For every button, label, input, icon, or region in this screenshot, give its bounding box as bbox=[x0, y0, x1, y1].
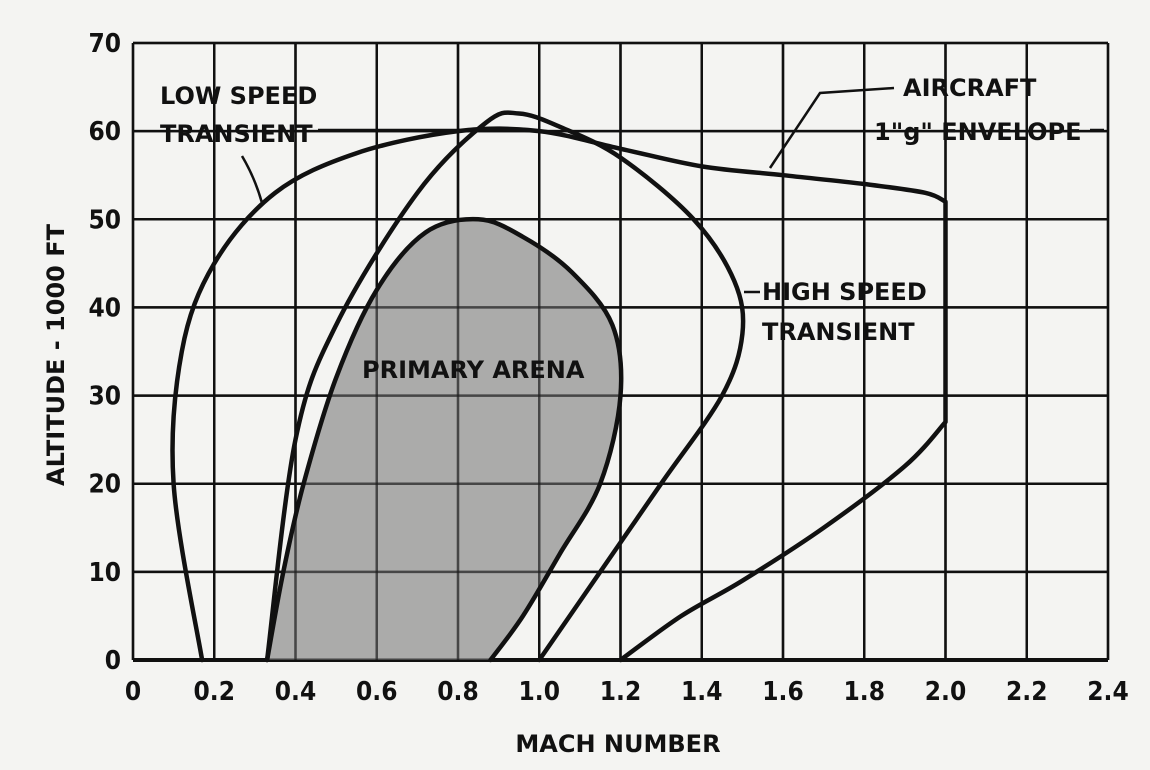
x-tick-label: 1.4 bbox=[681, 677, 722, 707]
annotation-low-speed-line2: TRANSIENT bbox=[160, 120, 313, 148]
annotation-high-speed-line1: HIGH SPEED bbox=[762, 278, 927, 306]
x-tick-label: 0 bbox=[125, 677, 141, 707]
y-tick-label: 30 bbox=[88, 382, 121, 412]
x-tick-label: 1.6 bbox=[762, 677, 803, 707]
y-tick-label: 60 bbox=[88, 117, 121, 147]
y-tick-label: 20 bbox=[88, 470, 121, 500]
y-tick-label: 40 bbox=[88, 293, 121, 323]
series-aircraft-envelope bbox=[170, 126, 948, 663]
annotation-low-speed-arrow bbox=[240, 155, 264, 204]
annotation-aircraft-line1: AIRCRAFT bbox=[903, 74, 1037, 102]
y-tick-label: 10 bbox=[88, 558, 121, 588]
annotation-low-speed-line1: LOW SPEED bbox=[160, 82, 317, 110]
series-primary-arena-outline bbox=[264, 216, 624, 663]
annotation-aircraft-line2: 1"g" ENVELOPE bbox=[874, 118, 1082, 146]
x-tick-label: 1.8 bbox=[844, 677, 885, 707]
tick-labels: 0 0.2 0.4 0.6 0.8 1.0 1.2 1.4 1.6 1.8 2.0 2.2 2.4 0 10… bbox=[88, 29, 1128, 707]
x-tick-label: 2.2 bbox=[1006, 677, 1047, 707]
annotation-aircraft: AIRCRAFT 1"g" ENVELOPE bbox=[768, 74, 1104, 169]
x-tick-label: 1.0 bbox=[519, 677, 560, 707]
series-high-speed-transient bbox=[264, 110, 746, 663]
annotation-primary-arena: PRIMARY ARENA bbox=[362, 356, 585, 384]
annotation-aircraft-leader bbox=[768, 86, 895, 169]
x-tick-label: 2.0 bbox=[925, 677, 966, 707]
series-primary-arena-fill bbox=[267, 219, 622, 661]
x-tick-label: 0.8 bbox=[437, 677, 478, 707]
y-tick-label: 0 bbox=[105, 646, 121, 676]
x-axis-label: MACH NUMBER bbox=[515, 730, 720, 758]
y-axis-label: ALTITUDE - 1000 FT bbox=[42, 223, 70, 486]
annotation-low-speed: LOW SPEED TRANSIENT bbox=[160, 82, 460, 204]
annotation-high-speed: HIGH SPEED TRANSIENT bbox=[744, 278, 927, 346]
x-tick-label: 0.2 bbox=[194, 677, 235, 707]
x-tick-label: 1.2 bbox=[600, 677, 641, 707]
y-tick-label: 70 bbox=[88, 29, 121, 59]
x-tick-label: 2.4 bbox=[1087, 677, 1128, 707]
annotation-high-speed-line2: TRANSIENT bbox=[762, 318, 915, 346]
y-tick-label: 50 bbox=[88, 205, 121, 235]
x-tick-label: 0.6 bbox=[356, 677, 397, 707]
x-tick-label: 0.4 bbox=[275, 677, 316, 707]
curves bbox=[131, 41, 1110, 663]
